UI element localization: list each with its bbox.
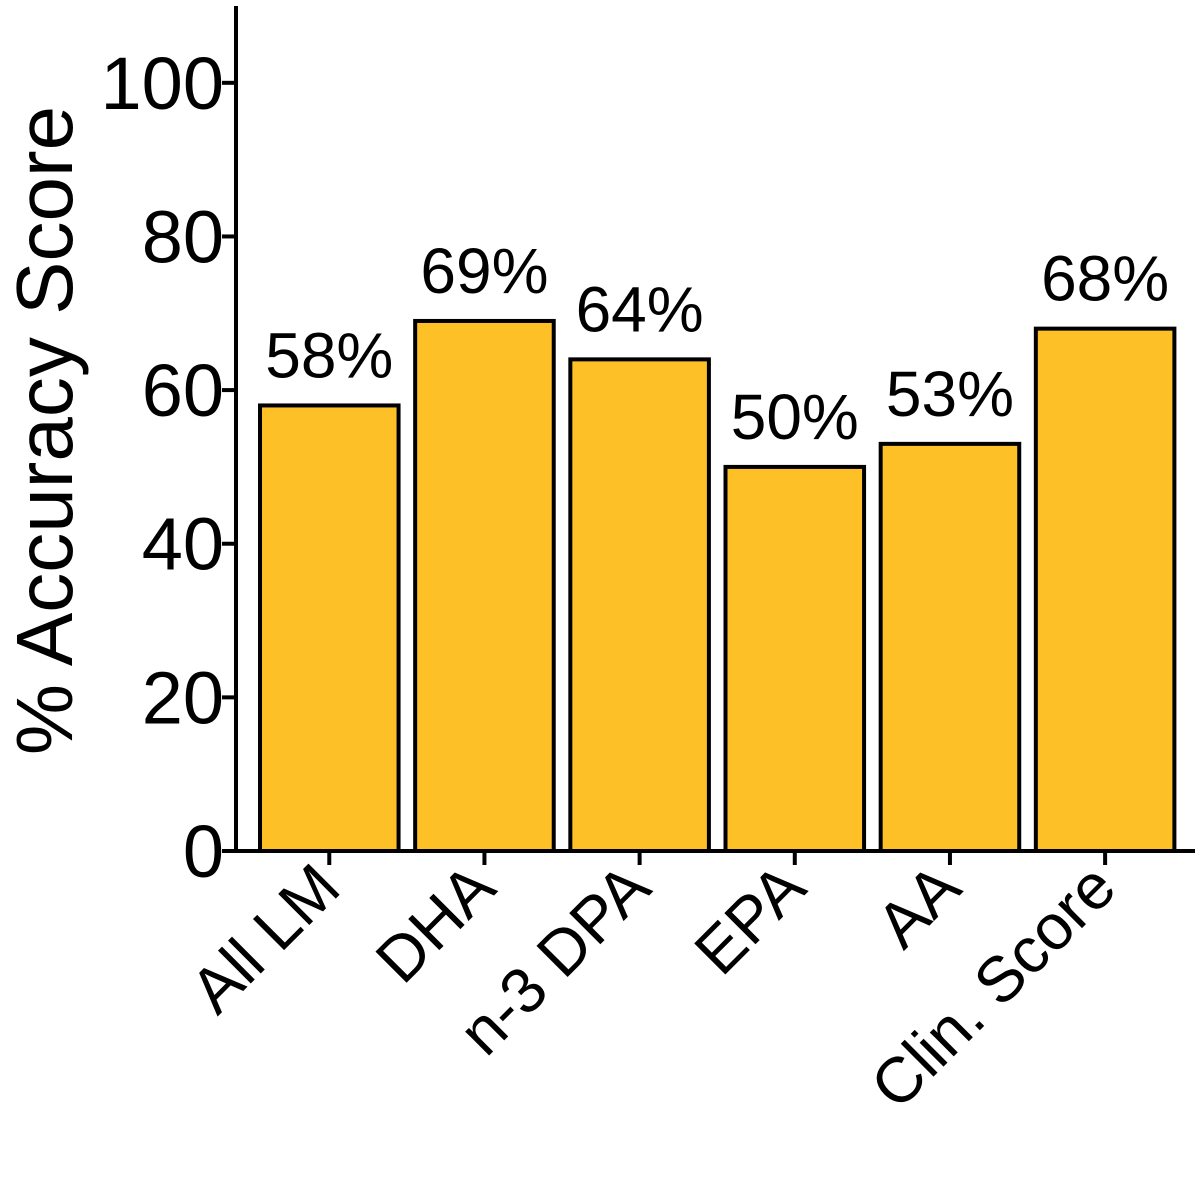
x-tick-label: AA bbox=[863, 850, 975, 962]
data-labels: 58% 69% 64% 50% 53% 68% bbox=[265, 235, 1169, 453]
data-label: 64% bbox=[576, 273, 704, 345]
data-label: 58% bbox=[265, 319, 393, 391]
bar bbox=[258, 403, 401, 853]
bar bbox=[413, 318, 556, 854]
y-tick-label: 100 bbox=[101, 42, 224, 125]
bar bbox=[723, 464, 867, 853]
y-tick-label: 60 bbox=[142, 349, 224, 432]
bars bbox=[258, 318, 1177, 854]
y-tick-label: 40 bbox=[142, 503, 224, 586]
bar bbox=[568, 357, 711, 853]
x-tick-label: DHA bbox=[362, 850, 509, 997]
y-axis: 0 20 40 60 80 100 bbox=[101, 6, 238, 893]
data-label: 69% bbox=[420, 235, 548, 307]
data-label: 68% bbox=[1041, 243, 1169, 315]
bar bbox=[878, 441, 1022, 853]
data-label: 50% bbox=[731, 381, 859, 453]
y-tick-label: 20 bbox=[142, 656, 224, 739]
y-tick-label: 0 bbox=[183, 810, 224, 893]
x-tick-label: EPA bbox=[681, 850, 819, 988]
data-label: 53% bbox=[886, 358, 1014, 430]
y-axis-label: % Accuracy Score bbox=[0, 106, 89, 755]
bar bbox=[1033, 326, 1177, 853]
y-tick-label: 80 bbox=[142, 195, 224, 278]
